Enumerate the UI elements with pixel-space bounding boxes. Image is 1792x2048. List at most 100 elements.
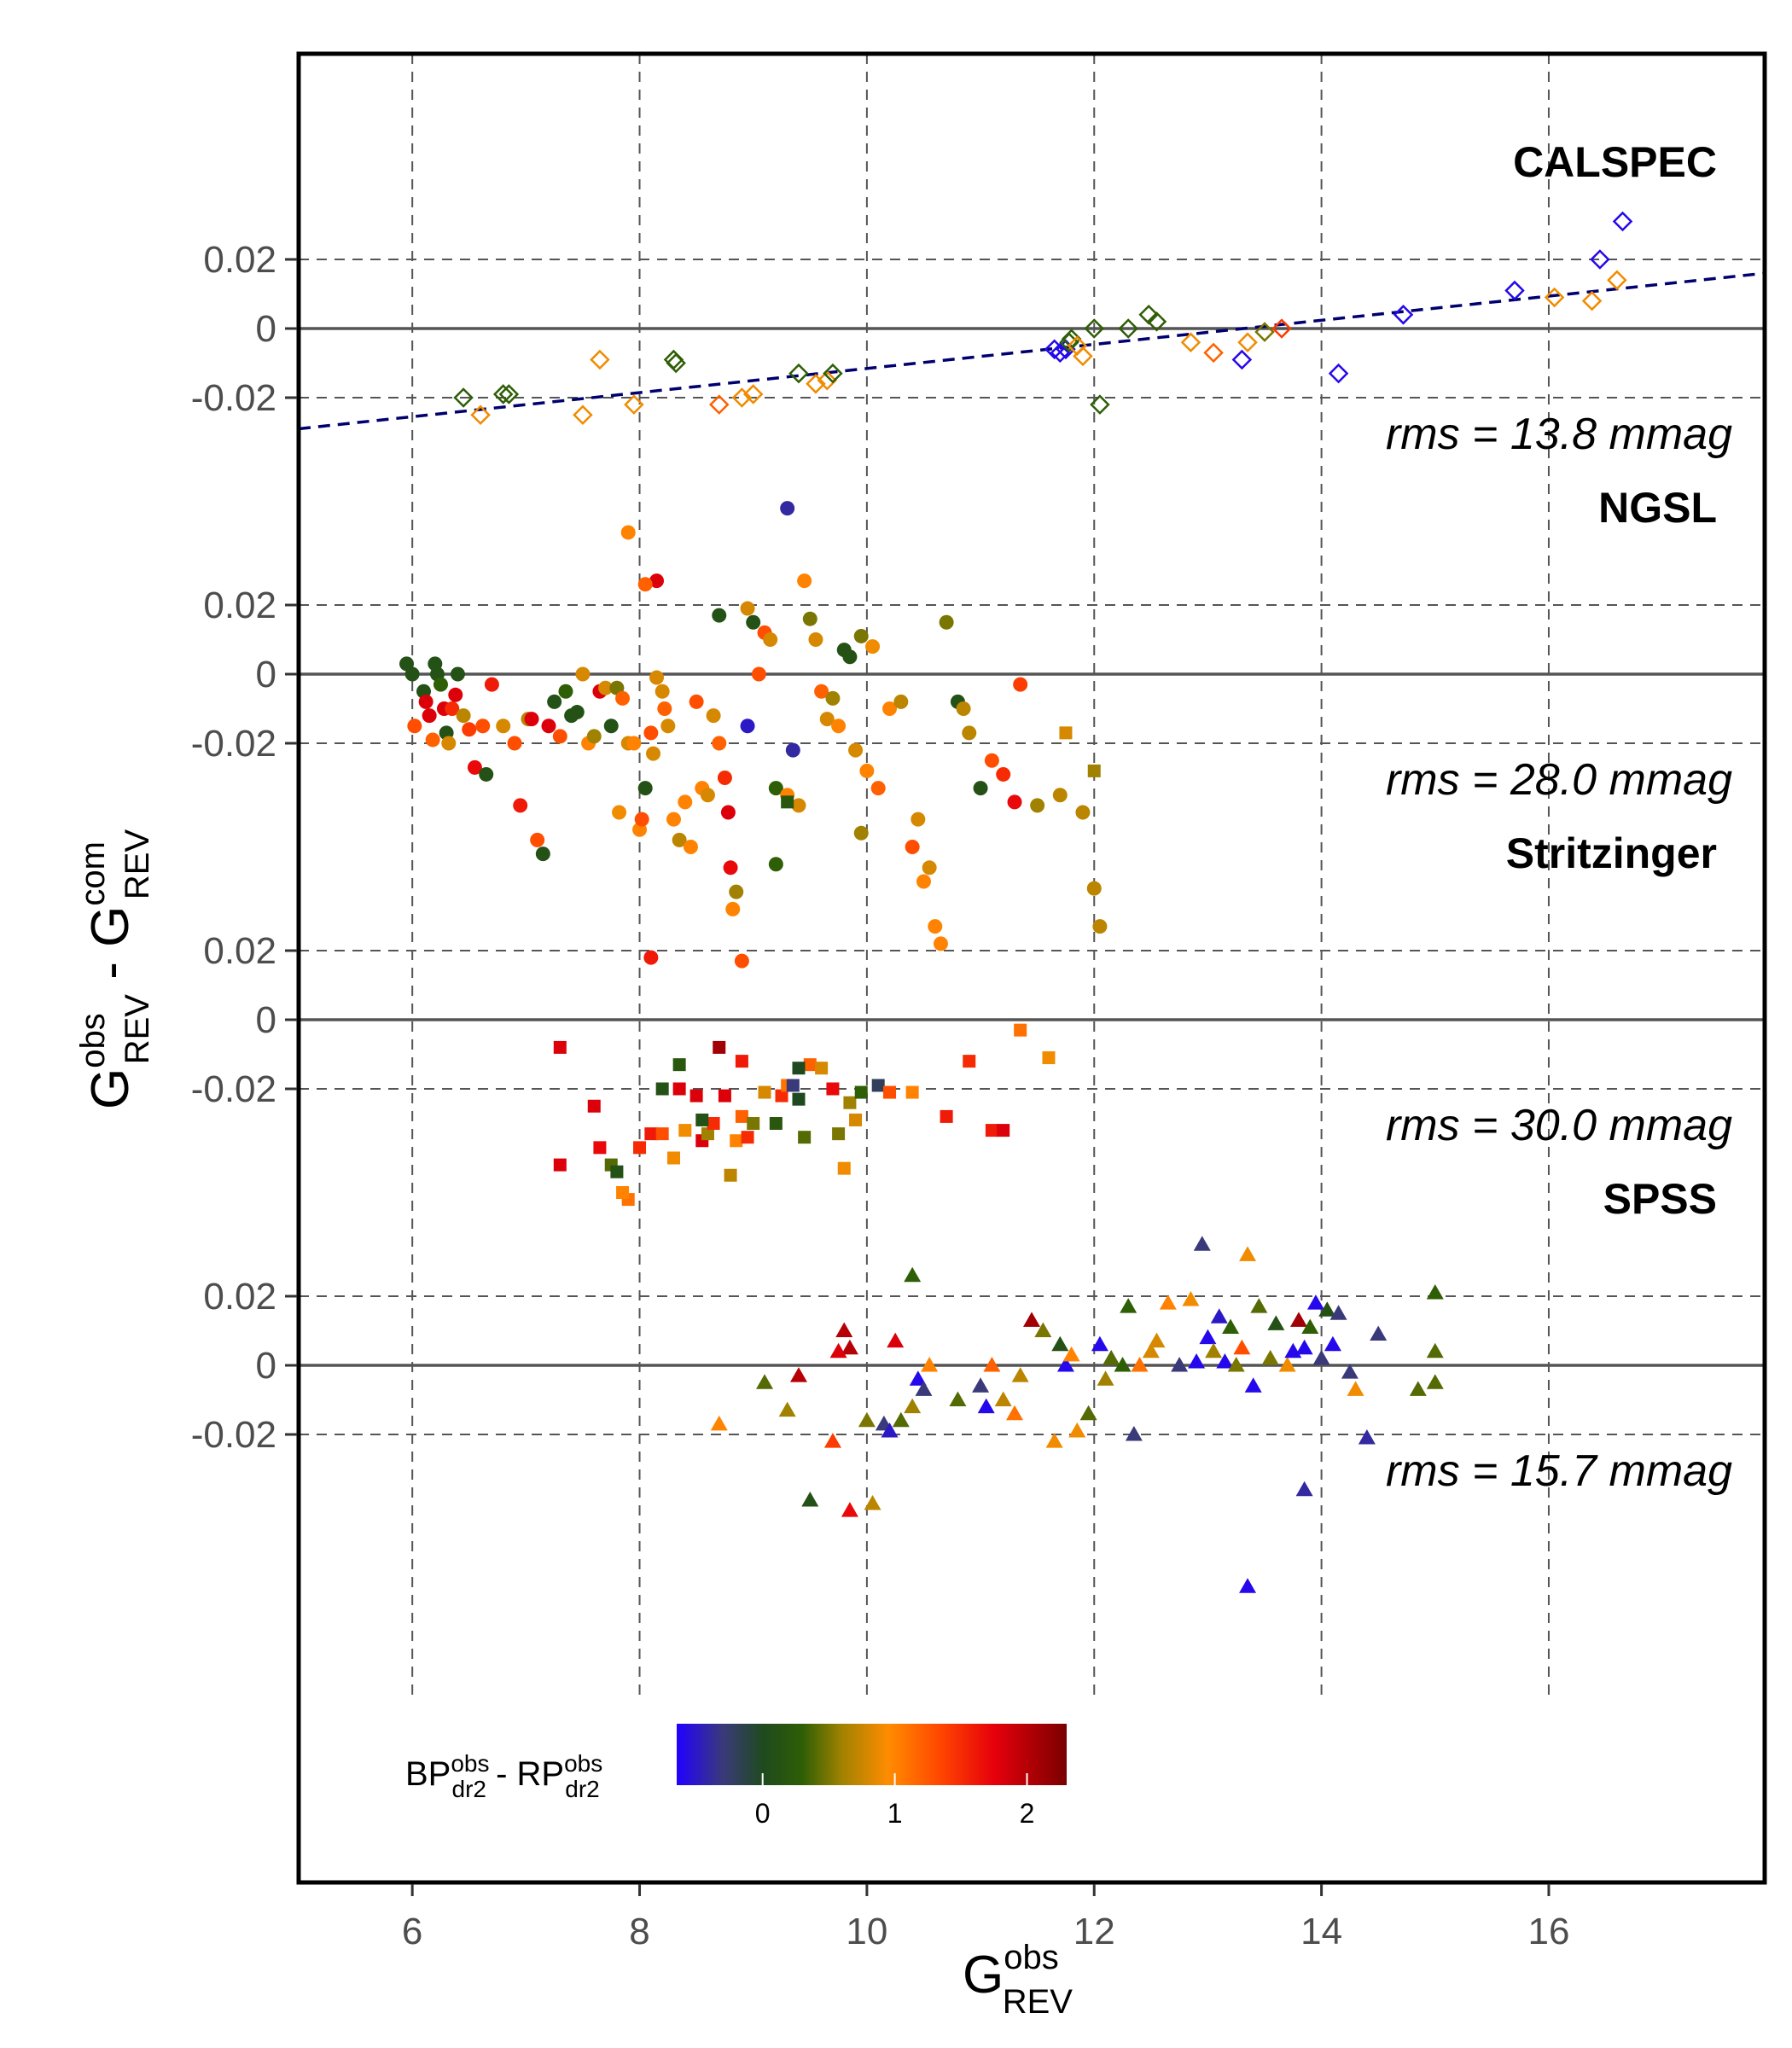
data-point	[1306, 1295, 1324, 1310]
x-tick-label: 10	[846, 1911, 887, 1952]
data-point	[1237, 332, 1258, 352]
data-point	[1203, 342, 1224, 364]
data-point	[996, 766, 1011, 782]
data-point	[689, 694, 704, 709]
data-point	[1210, 1308, 1228, 1324]
data-point	[823, 363, 843, 384]
data-point	[1087, 764, 1101, 777]
data-point	[893, 694, 909, 709]
data-point	[1045, 1433, 1063, 1448]
data-point	[786, 1079, 800, 1092]
data-point	[462, 722, 477, 737]
colorbar-ticks: 0 1 2	[755, 1773, 1034, 1829]
data-point	[1295, 1481, 1313, 1497]
data-point	[644, 1127, 658, 1141]
data-point	[1125, 1426, 1143, 1441]
data-point	[956, 701, 971, 716]
data-point	[467, 759, 482, 775]
panel-labels: CALSPEC rms = 13.8 mmag NGSL rms = 28.0 mma…	[1386, 138, 1732, 1496]
data-point	[849, 1113, 863, 1126]
data-point	[823, 1433, 841, 1448]
data-point	[735, 1055, 748, 1068]
colorbar-tick-label: 1	[887, 1798, 903, 1829]
data-point	[470, 404, 491, 426]
data-point	[660, 719, 676, 734]
data-point	[1267, 1315, 1285, 1330]
fit-line-group	[299, 271, 1765, 431]
data-point	[725, 901, 741, 916]
data-point	[1086, 881, 1102, 896]
data-point	[933, 936, 948, 951]
data-point	[1341, 1364, 1359, 1379]
x-tick-label: 8	[629, 1911, 649, 1952]
data-point	[553, 1158, 567, 1172]
data-point	[637, 781, 653, 796]
data-point	[817, 369, 838, 391]
data-point	[441, 736, 457, 751]
data-point	[1607, 270, 1627, 291]
plot-frame	[296, 51, 1767, 1885]
data-point	[445, 701, 460, 716]
data-point	[915, 1381, 933, 1396]
data-point	[707, 1117, 720, 1130]
data-point	[734, 953, 749, 969]
data-point	[666, 1151, 680, 1165]
data-point	[1120, 1298, 1137, 1313]
data-point	[723, 860, 738, 876]
data-point	[1007, 794, 1022, 810]
data-point	[904, 1398, 922, 1414]
data-point	[921, 1357, 939, 1372]
data-point	[484, 677, 499, 692]
data-point	[1159, 1295, 1177, 1310]
data-point	[620, 525, 636, 540]
data-point	[904, 1266, 922, 1283]
data-point	[586, 729, 602, 744]
data-point	[643, 725, 659, 741]
data-point	[825, 690, 841, 706]
data-point	[672, 832, 687, 847]
rms-label: rms = 15.7 mmag	[1386, 1446, 1732, 1496]
data-point	[1504, 280, 1525, 301]
x-tick-label: 16	[1527, 1911, 1569, 1952]
data-point	[909, 1370, 927, 1386]
data-point	[1261, 1349, 1279, 1365]
data-point	[1324, 1335, 1341, 1352]
data-point	[742, 384, 764, 404]
data-point	[731, 387, 753, 408]
data-point	[498, 384, 520, 404]
data-point	[791, 798, 806, 813]
data-point	[729, 884, 744, 899]
data-point	[1370, 1325, 1388, 1341]
rms-label: rms = 28.0 mmag	[1386, 755, 1732, 805]
data-point	[808, 632, 823, 647]
data-point	[801, 1491, 819, 1507]
data-point	[871, 1079, 885, 1092]
data-point	[718, 1089, 731, 1103]
y-axis-title-sup-1: obs	[74, 1013, 112, 1068]
data-point	[513, 798, 528, 813]
data-point	[883, 1085, 897, 1099]
data-point	[1090, 394, 1110, 415]
data-point	[1034, 1322, 1052, 1337]
data-point	[829, 1342, 847, 1359]
y-axis-title-main-1: G	[81, 1068, 140, 1109]
data-point	[1171, 1357, 1189, 1372]
colorbar-label-bp-sub: dr2	[452, 1776, 486, 1802]
data-point	[870, 781, 886, 796]
data-point	[453, 387, 474, 408]
colorbar-label: BPobs dr2 - RPobs dr2	[405, 1750, 602, 1802]
data-point	[842, 649, 858, 665]
data-point	[683, 840, 698, 854]
data-point	[916, 874, 931, 889]
y-axis-title: Gobs REV - Gcom REV	[74, 829, 156, 1109]
data-point	[575, 666, 591, 682]
y-tick-label: -0.02	[191, 377, 276, 419]
data-point	[1233, 1339, 1251, 1355]
data-point	[720, 805, 736, 820]
data-point	[1199, 1329, 1217, 1345]
data-point	[994, 1391, 1012, 1406]
data-point	[590, 349, 610, 370]
data-point	[819, 712, 835, 727]
y-tick-label: 0	[256, 654, 276, 695]
data-point	[612, 805, 627, 820]
